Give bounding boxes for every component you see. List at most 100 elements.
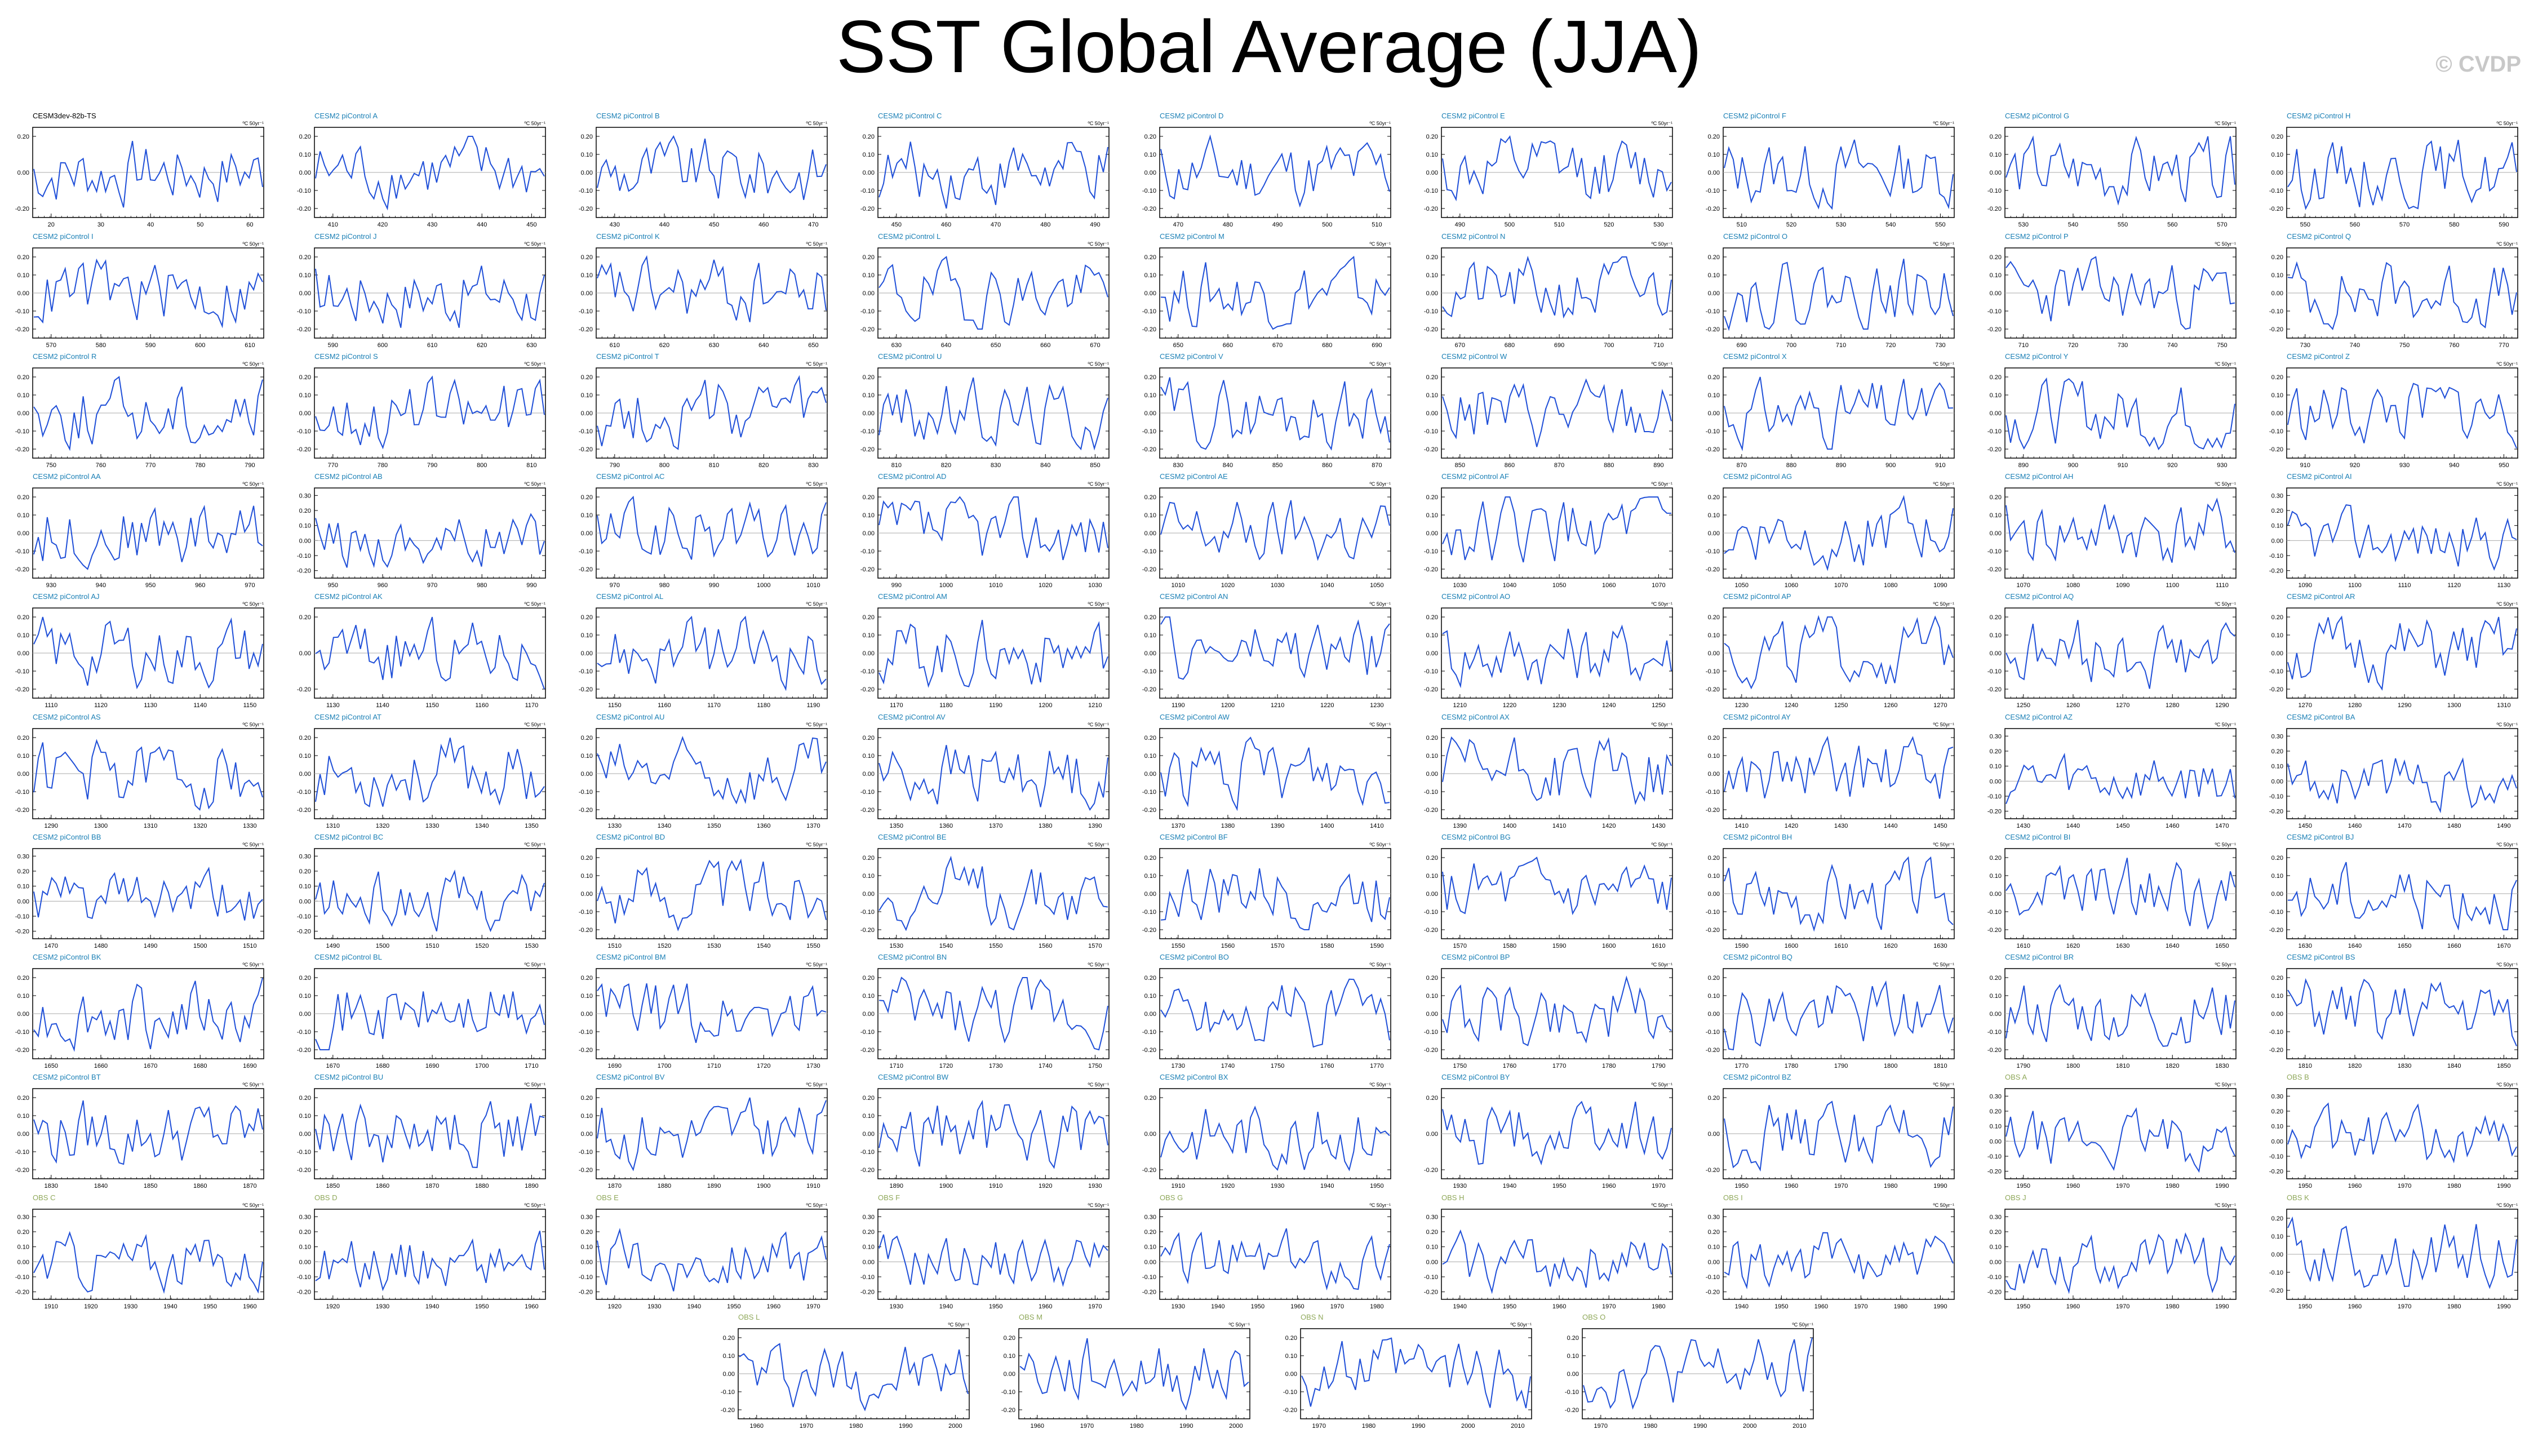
y-tick-label: 0.00 — [2271, 170, 2283, 176]
y-tick-label: 0.20 — [17, 975, 29, 982]
y-tick-label: 0.10 — [1990, 873, 2002, 880]
x-tick-label: 1240 — [1602, 702, 1616, 709]
chart-svg: CESM2 piControl BP ºC 50yr⁻¹ 0.20 0.10 0.00 -… — [1424, 953, 1673, 1069]
chart-panel: CESM2 piControl BJ ºC 50yr⁻¹ 0.20 0.10 0.00 -… — [2256, 832, 2521, 953]
x-tick-label: 810 — [526, 462, 536, 469]
y-tick-label: -0.10 — [579, 308, 593, 315]
chart-panel: CESM2 piControl A ºC 50yr⁻¹ 0.20 0.10 0.00 -0… — [284, 110, 549, 232]
y-tick-label: 0.20 — [863, 855, 875, 862]
chart-panel: CESM2 piControl BA ºC 50yr⁻¹ 0.30 0.20 0.10 0… — [2256, 712, 2521, 833]
x-tick-label: 1110 — [45, 702, 57, 709]
y-tick-label: 0.00 — [863, 290, 875, 297]
y-tick-label: 0.00 — [299, 538, 311, 544]
y-tick-label: -0.20 — [1142, 927, 1156, 934]
y-tick-label: 0.10 — [863, 512, 875, 519]
x-tick-label: 540 — [1885, 221, 1896, 228]
y-tick-label: 0.00 — [299, 1011, 311, 1018]
x-tick-label: 1300 — [2447, 702, 2461, 709]
chart-panel: CESM2 piControl M ºC 50yr⁻¹ 0.20 0.10 0.00 -0… — [1129, 231, 1394, 353]
y-tick-label: 0.10 — [581, 152, 593, 158]
x-tick-label: 660 — [1040, 342, 1050, 349]
x-tick-label: 1030 — [1271, 582, 1284, 589]
x-tick-label: 1640 — [2166, 943, 2179, 949]
x-tick-label: 1360 — [757, 823, 770, 829]
y-tick-label: 0.00 — [2271, 410, 2283, 417]
y-tick-label: 0.20 — [299, 614, 311, 621]
x-tick-label: 1510 — [243, 943, 256, 949]
y-tick-label: 0.30 — [1990, 733, 2002, 740]
chart-panel: CESM2 piControl AR ºC 50yr⁻¹ 0.20 0.10 0.00 -… — [2256, 591, 2521, 713]
units-label: ºC 50yr⁻¹ — [1933, 722, 1954, 727]
y-tick-label: 0.10 — [2271, 392, 2283, 399]
y-tick-label: -0.10 — [2269, 308, 2283, 315]
chart-svg: CESM2 piControl A ºC 50yr⁻¹ 0.20 0.10 0.00 -0… — [297, 112, 546, 228]
y-tick-label: 0.00 — [863, 410, 875, 417]
units-label: ºC 50yr⁻¹ — [242, 722, 264, 727]
x-tick-label: 810 — [891, 462, 902, 469]
units-label: ºC 50yr⁻¹ — [524, 962, 545, 967]
y-tick-label: -0.10 — [15, 308, 29, 315]
plot-frame — [32, 848, 264, 939]
y-tick-label: 0.10 — [2271, 523, 2283, 530]
series-line — [2005, 377, 2235, 451]
units-label: ºC 50yr⁻¹ — [524, 722, 545, 727]
series-line — [1160, 134, 1390, 208]
units-label: ºC 50yr⁻¹ — [2496, 722, 2518, 727]
units-label: ºC 50yr⁻¹ — [1088, 722, 1109, 727]
panel-title: CESM2 piControl AQ — [2005, 592, 2074, 601]
x-tick-label: 1190 — [807, 702, 820, 709]
panel-title: CESM2 piControl AA — [33, 472, 101, 481]
x-tick-label: 1610 — [1834, 943, 1848, 949]
y-tick-label: 0.10 — [1708, 392, 1720, 399]
series-line — [315, 265, 545, 328]
panel-title: CESM2 piControl AC — [596, 472, 664, 481]
chart-panel: CESM2 piControl B ºC 50yr⁻¹ 0.20 0.10 0.00 -0… — [566, 110, 831, 232]
x-tick-label: 1530 — [525, 943, 538, 949]
y-tick-label: 0.00 — [17, 290, 29, 297]
y-tick-label: 0.00 — [581, 1011, 593, 1018]
x-tick-label: 1480 — [94, 943, 108, 949]
panel-title: CESM2 piControl BA — [2287, 713, 2355, 721]
y-tick-label: 0.10 — [17, 632, 29, 639]
series-line — [315, 991, 545, 1050]
series-line — [1724, 735, 1954, 799]
chart-panel: CESM2 piControl AG ºC 50yr⁻¹ 0.20 0.10 0.00 -… — [1693, 471, 1958, 593]
x-tick-label: 980 — [659, 582, 669, 589]
series-line — [1724, 139, 1954, 210]
x-tick-label: 1770 — [1552, 1063, 1566, 1069]
x-tick-label: 730 — [1935, 342, 1945, 349]
units-label: ºC 50yr⁻¹ — [1933, 121, 1954, 126]
y-tick-label: -0.10 — [1706, 668, 1720, 675]
x-tick-label: 1280 — [2166, 702, 2179, 709]
x-tick-label: 1520 — [658, 943, 671, 949]
x-tick-label: 650 — [991, 342, 1001, 349]
units-label: ºC 50yr⁻¹ — [2215, 361, 2236, 367]
units-label: ºC 50yr⁻¹ — [1088, 601, 1109, 607]
x-tick-label: 830 — [991, 462, 1001, 469]
x-tick-label: 660 — [1223, 342, 1233, 349]
x-tick-label: 870 — [1554, 462, 1564, 469]
x-tick-label: 1440 — [2066, 823, 2080, 829]
page-title: SST Global Average (JJA) — [836, 5, 1702, 88]
x-tick-label: 1500 — [376, 943, 389, 949]
y-tick-label: -0.10 — [579, 909, 593, 916]
x-tick-label: 1320 — [193, 823, 207, 829]
units-label: ºC 50yr⁻¹ — [242, 601, 264, 607]
x-tick-label: 840 — [1223, 462, 1233, 469]
chart-svg: CESM2 piControl BM ºC 50yr⁻¹ 0.20 0.10 0.00 -… — [579, 953, 828, 1069]
chart-panel: CESM2 piControl AL ºC 50yr⁻¹ 0.20 0.10 0.00 -… — [566, 591, 831, 713]
y-tick-label: 0.20 — [1426, 975, 1438, 982]
y-tick-label: 0.00 — [1990, 170, 2002, 176]
y-tick-label: 0.00 — [1708, 170, 1720, 176]
y-tick-label: -0.20 — [860, 807, 875, 814]
chart-panel: CESM2 piControl BC ºC 50yr⁻¹ 0.30 0.20 0.10 0… — [284, 832, 549, 953]
x-tick-label: 1050 — [1370, 582, 1383, 589]
units-label: ºC 50yr⁻¹ — [1369, 241, 1391, 247]
units-label: ºC 50yr⁻¹ — [2496, 842, 2518, 847]
x-tick-label: 1760 — [1320, 1063, 1334, 1069]
y-tick-label: -0.20 — [860, 927, 875, 934]
y-tick-label: 0.20 — [581, 134, 593, 140]
series-line — [33, 258, 263, 329]
y-tick-label: 0.00 — [299, 771, 311, 778]
x-tick-label: 700 — [1786, 342, 1796, 349]
